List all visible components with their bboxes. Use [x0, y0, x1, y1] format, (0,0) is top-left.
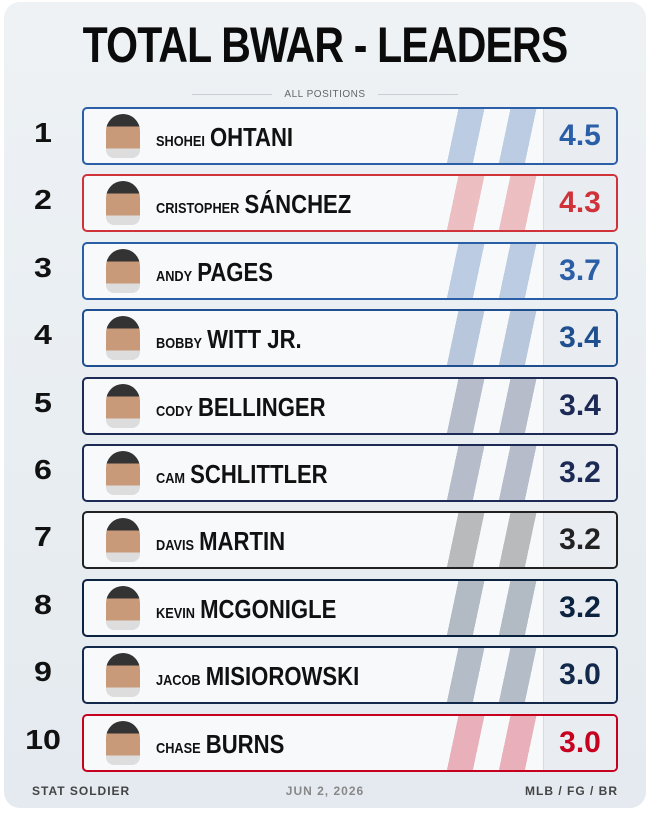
title: TOTAL BWAR - LEADERS	[82, 17, 569, 73]
player-row: CRISTOPHER SÁNCHEZ 4.3	[82, 174, 618, 233]
player-name: CRISTOPHER SÁNCHEZ	[156, 189, 351, 220]
player-name: BOBBY WITT JR.	[156, 324, 302, 355]
player-name: JACOB MISIOROWSKI	[156, 661, 359, 692]
last-name: PAGES	[197, 256, 273, 287]
last-name: BURNS	[205, 728, 285, 759]
player-photo	[106, 451, 140, 495]
first-name: CRISTOPHER	[156, 200, 240, 218]
player-row: KEVIN MCGONIGLE 3.2	[82, 578, 618, 637]
first-name: JACOB	[156, 672, 201, 690]
player-photo	[106, 114, 140, 158]
footer-left: STAT SOLDIER	[32, 784, 131, 798]
last-name: BELLINGER	[197, 391, 326, 422]
bwar-value: 3.0	[543, 648, 616, 703]
last-name: MCGONIGLE	[200, 593, 337, 624]
bwar-value: 4.5	[543, 109, 616, 163]
rank: 4	[34, 319, 52, 351]
bwar-value: 3.0	[543, 715, 616, 770]
player-row: SHOHEI OHTANI 4.5	[82, 107, 618, 165]
bwar-value: 4.3	[543, 176, 616, 231]
rank: 3	[34, 251, 52, 283]
last-name: MISIOROWSKI	[205, 661, 360, 692]
bwar-value: 3.7	[543, 243, 616, 298]
player-photo	[106, 383, 140, 428]
player-row: CHASE BURNS 3.0	[82, 713, 618, 772]
player-photo	[106, 585, 140, 630]
bwar-value: 3.2	[543, 580, 616, 635]
player-row: BOBBY WITT JR. 3.4	[82, 309, 618, 368]
bwar-value: 3.2	[543, 446, 616, 500]
rank: 1	[34, 117, 52, 148]
first-name: CAM	[156, 470, 186, 487]
player-name: ANDY PAGES	[156, 257, 273, 288]
player-photo	[106, 181, 140, 226]
player-photo	[106, 248, 140, 293]
player-row: CAM SCHLITTLER 3.2	[82, 444, 618, 502]
last-name: OHTANI	[209, 122, 294, 152]
last-name: WITT JR.	[207, 324, 302, 355]
player-name: CODY BELLINGER	[156, 392, 326, 423]
first-name: KEVIN	[156, 604, 195, 622]
last-name: MARTIN	[199, 526, 286, 557]
player-name: CHASE BURNS	[156, 729, 284, 760]
bwar-value: 3.4	[543, 311, 616, 366]
bwar-value: 3.4	[543, 378, 616, 433]
first-name: CHASE	[156, 739, 201, 757]
first-name: SHOHEI	[156, 133, 205, 150]
rank: 7	[34, 521, 52, 553]
bwar-value: 3.2	[543, 513, 616, 568]
first-name: BOBBY	[156, 335, 203, 353]
player-photo	[106, 653, 140, 698]
player-photo	[106, 316, 140, 361]
rank: 6	[34, 454, 52, 485]
player-row: CODY BELLINGER 3.4	[82, 376, 618, 435]
first-name: DAVIS	[156, 537, 195, 555]
rank: 2	[34, 184, 52, 216]
player-name: SHOHEI OHTANI	[156, 122, 293, 153]
first-name: CODY	[156, 402, 193, 420]
player-photo	[106, 720, 140, 765]
player-name: KEVIN MCGONIGLE	[156, 594, 336, 625]
rank: 9	[34, 656, 52, 688]
player-name: DAVIS MARTIN	[156, 526, 285, 557]
player-row: JACOB MISIOROWSKI 3.0	[82, 646, 618, 705]
subtitle: ALL POSITIONS	[4, 89, 646, 100]
last-name: SCHLITTLER	[190, 459, 328, 489]
rank: 8	[34, 588, 52, 620]
player-name: CAM SCHLITTLER	[156, 459, 328, 490]
first-name: ANDY	[156, 267, 193, 285]
footer-center: JUN 2, 2026	[285, 784, 365, 798]
rank: 5	[34, 386, 52, 418]
last-name: SÁNCHEZ	[244, 189, 352, 220]
player-row: DAVIS MARTIN 3.2	[82, 511, 618, 570]
player-row: ANDY PAGES 3.7	[82, 241, 618, 300]
player-photo	[106, 518, 140, 563]
footer-right: MLB / FG / BR	[525, 784, 618, 798]
card: TOTAL BWAR - LEADERS ALL POSITIONS 1 SHOH…	[4, 2, 646, 808]
rank: 10	[25, 723, 61, 755]
